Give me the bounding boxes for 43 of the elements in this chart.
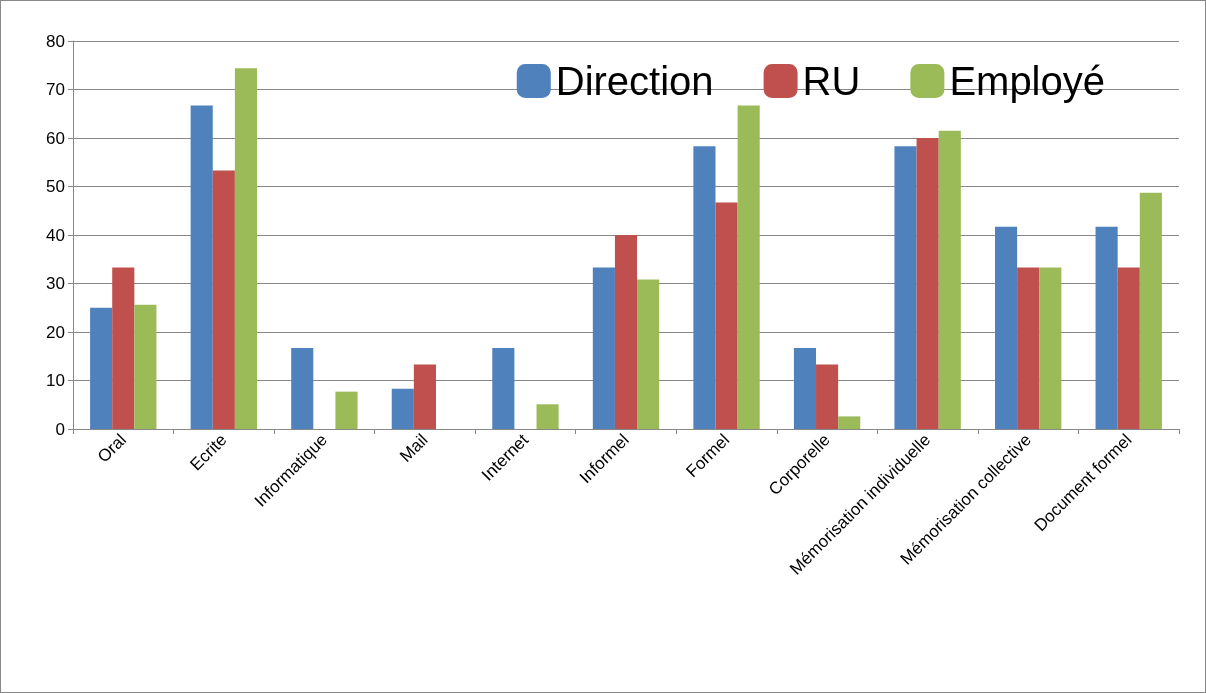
- bar: [536, 404, 559, 429]
- bar: [637, 279, 660, 429]
- bar: [212, 170, 235, 429]
- y-tick-label: 80: [46, 31, 65, 51]
- y-tick-label: 10: [46, 371, 65, 390]
- bar: [134, 304, 157, 429]
- bar: [693, 146, 716, 429]
- bar: [492, 348, 515, 429]
- y-tick-label: 0: [55, 419, 65, 439]
- bar: [391, 388, 414, 429]
- bar: [291, 348, 314, 429]
- bar: [90, 307, 113, 429]
- y-tick-label: 30: [46, 274, 65, 293]
- bar: [335, 391, 358, 429]
- bar: [995, 226, 1018, 429]
- bar: [1095, 226, 1118, 429]
- y-tick-label: 20: [46, 322, 65, 342]
- bar: [894, 146, 917, 429]
- bar: [838, 416, 861, 429]
- bar: [592, 267, 615, 429]
- bar: [234, 68, 257, 429]
- bar: [737, 105, 760, 429]
- y-tick-label: 70: [46, 80, 65, 99]
- legend-label: Employé: [949, 59, 1105, 103]
- bar: [1017, 267, 1040, 429]
- bar: [816, 364, 839, 429]
- bar: [793, 348, 817, 429]
- y-tick-label: 40: [46, 225, 65, 245]
- x-tick-label: Oral: [93, 430, 130, 467]
- bar: [614, 235, 638, 429]
- legend-label: RU: [802, 59, 861, 103]
- bar: [112, 267, 135, 429]
- bar: [190, 105, 213, 429]
- y-tick-label: 60: [46, 128, 65, 148]
- bar: [1139, 192, 1162, 429]
- bar: [1117, 267, 1140, 429]
- legend-label: Direction: [555, 59, 714, 103]
- bar: [916, 138, 939, 429]
- bar: [715, 202, 738, 429]
- y-tick-label: 50: [46, 177, 65, 196]
- bar: [1039, 267, 1062, 429]
- bar: [413, 364, 436, 429]
- bar: [938, 130, 961, 429]
